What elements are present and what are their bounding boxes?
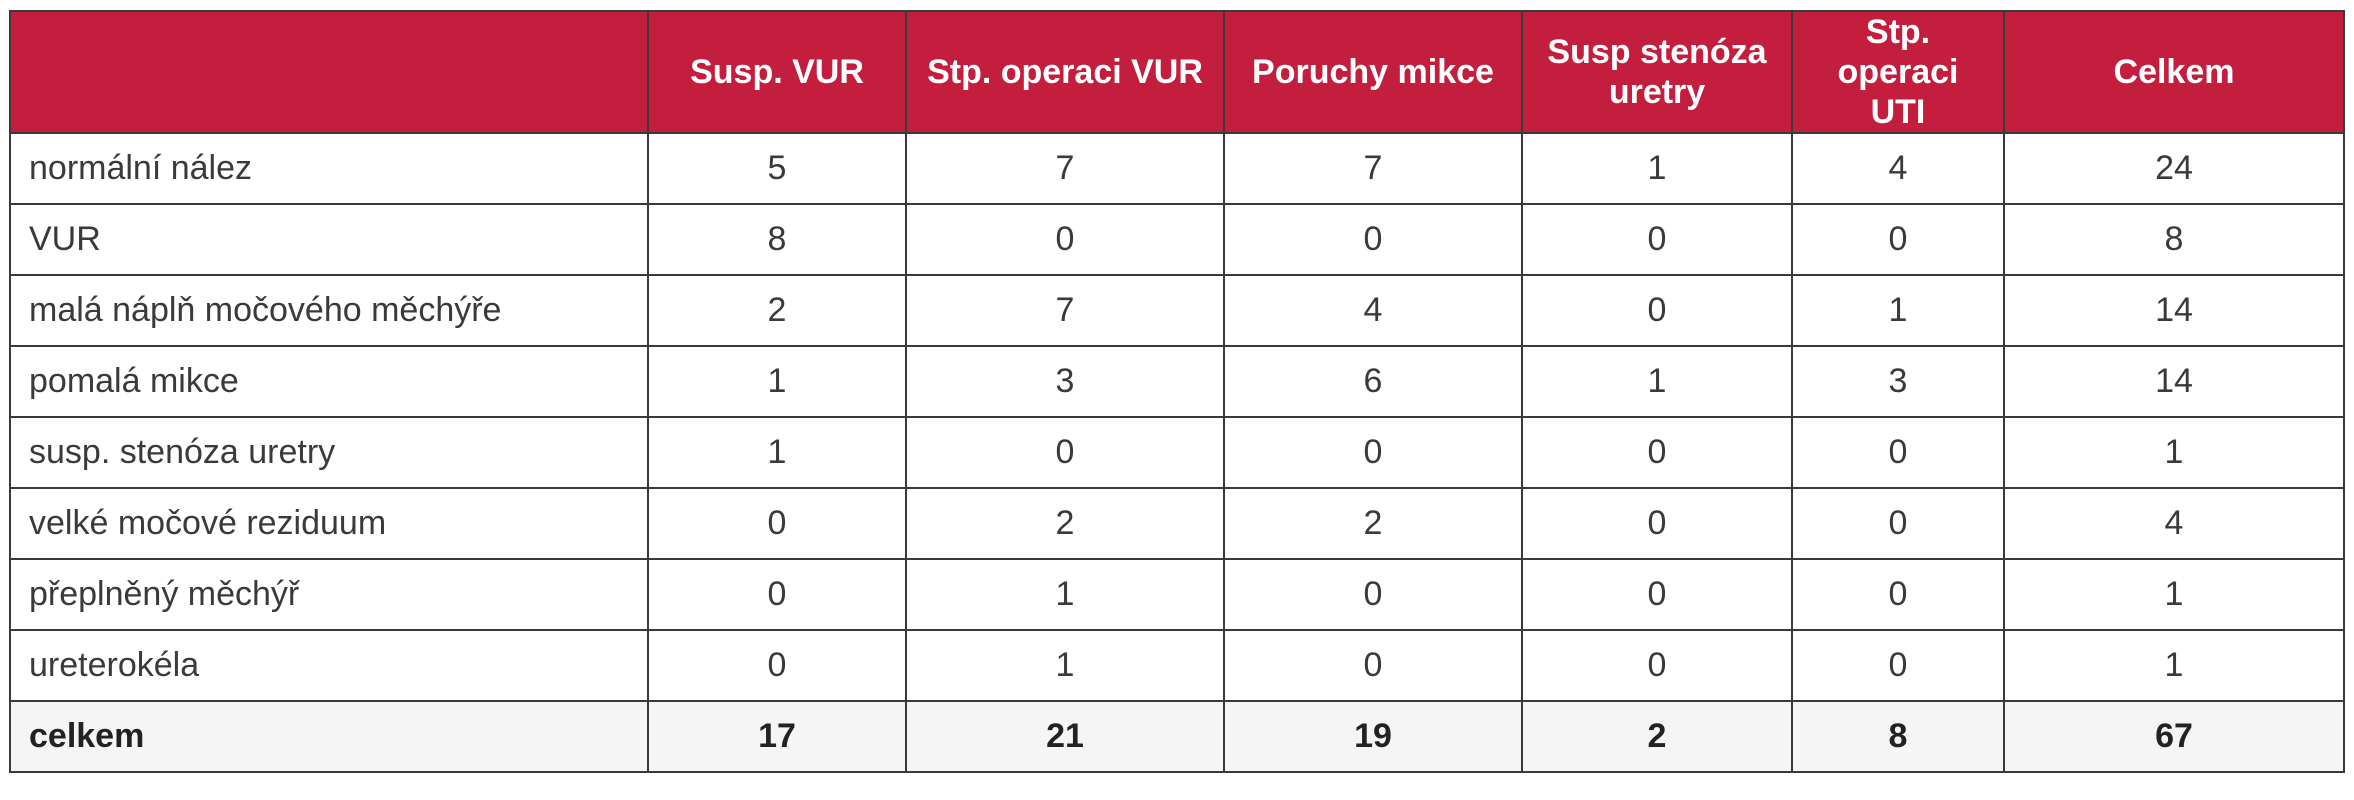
table-cell: 0 [1791,203,2005,276]
row-label: velké močové reziduum [9,487,649,560]
table-cell: 7 [905,274,1225,347]
table-cell: 0 [647,487,907,560]
table-cell: 0 [1521,629,1793,702]
header-stp-operaci-vur: Stp. operaci VUR [905,10,1225,134]
total-cell: 2 [1521,700,1793,773]
table-cell: 1 [1791,274,2005,347]
table-cell: 2 [1223,487,1523,560]
table-cell: 0 [1791,558,2005,631]
header-row: Susp. VUR Stp. operaci VUR Poruchy mikce… [9,10,2345,134]
table-row: ureterokéla 0 1 0 0 0 1 [9,629,2345,702]
table-cell: 1 [1521,345,1793,418]
table-body: normální nález 5 7 7 1 4 24 VUR 8 0 0 0 … [9,132,2345,773]
table-cell: 0 [1521,274,1793,347]
table-cell: 1 [647,345,907,418]
row-label: VUR [9,203,649,276]
total-cell: 67 [2003,700,2345,773]
table-row: susp. stenóza uretry 1 0 0 0 0 1 [9,416,2345,489]
header-celkem: Celkem [2003,10,2345,134]
table-cell: 8 [647,203,907,276]
table-cell: 2 [905,487,1225,560]
table-cell: 0 [1223,203,1523,276]
table-cell: 7 [905,132,1225,205]
table-cell: 14 [2003,345,2345,418]
table-cell: 7 [1223,132,1523,205]
row-label: pomalá mikce [9,345,649,418]
table-cell: 24 [2003,132,2345,205]
table-cell: 0 [1521,558,1793,631]
header-susp-stenoza-uretry: Susp stenóza uretry [1521,10,1793,134]
table-cell: 1 [1521,132,1793,205]
table-cell: 0 [1521,487,1793,560]
table-cell: 0 [1791,416,2005,489]
table-row: pomalá mikce 1 3 6 1 3 14 [9,345,2345,418]
table-cell: 0 [905,416,1225,489]
table-row: přeplněný měchýř 0 1 0 0 0 1 [9,558,2345,631]
table-cell: 0 [1223,558,1523,631]
table-cell: 0 [1791,487,2005,560]
total-label: celkem [9,700,649,773]
table-cell: 8 [2003,203,2345,276]
row-label: přeplněný měchýř [9,558,649,631]
header-susp-vur: Susp. VUR [647,10,907,134]
table-cell: 2 [647,274,907,347]
table-cell: 0 [1521,203,1793,276]
table-cell: 0 [647,558,907,631]
table-row: VUR 8 0 0 0 0 8 [9,203,2345,276]
table-cell: 0 [1223,416,1523,489]
table-header: Susp. VUR Stp. operaci VUR Poruchy mikce… [9,10,2345,134]
table-cell: 3 [1791,345,2005,418]
table-cell: 4 [1791,132,2005,205]
row-label: susp. stenóza uretry [9,416,649,489]
table-cell: 0 [905,203,1225,276]
table-row: normální nález 5 7 7 1 4 24 [9,132,2345,205]
table-cell: 6 [1223,345,1523,418]
table-cell: 4 [1223,274,1523,347]
table-cell: 0 [1521,416,1793,489]
total-cell: 19 [1223,700,1523,773]
header-corner-cell [9,10,649,134]
table-cell: 1 [647,416,907,489]
table-cell: 14 [2003,274,2345,347]
table-cell: 0 [1223,629,1523,702]
table-cell: 1 [2003,416,2345,489]
table-cell: 1 [2003,629,2345,702]
total-cell: 17 [647,700,907,773]
row-label: normální nález [9,132,649,205]
total-cell: 21 [905,700,1225,773]
table-row: malá náplň močového měchýře 2 7 4 0 1 14 [9,274,2345,347]
table-cell: 0 [1791,629,2005,702]
table-cell: 1 [905,558,1225,631]
results-table-container: Susp. VUR Stp. operaci VUR Poruchy mikce… [9,10,2345,773]
table-cell: 3 [905,345,1225,418]
table-cell: 0 [647,629,907,702]
results-table: Susp. VUR Stp. operaci VUR Poruchy mikce… [9,10,2345,773]
row-label: malá náplň močového měchýře [9,274,649,347]
total-row: celkem 17 21 19 2 8 67 [9,700,2345,773]
table-cell: 5 [647,132,907,205]
table-cell: 1 [2003,558,2345,631]
row-label: ureterokéla [9,629,649,702]
total-cell: 8 [1791,700,2005,773]
table-cell: 1 [905,629,1225,702]
table-cell: 4 [2003,487,2345,560]
header-stp-operaci-uti: Stp. operaci UTI [1791,10,2005,134]
table-row: velké močové reziduum 0 2 2 0 0 4 [9,487,2345,560]
header-poruchy-mikce: Poruchy mikce [1223,10,1523,134]
